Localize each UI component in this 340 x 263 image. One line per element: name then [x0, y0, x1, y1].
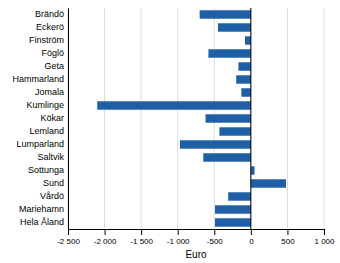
- grid-line: [141, 8, 142, 229]
- x-tick: -2 000: [94, 229, 117, 246]
- x-tick: -500: [207, 229, 224, 246]
- y-tick-label: Brändö: [35, 9, 64, 19]
- x-tick-label: -2 500: [57, 237, 80, 246]
- x-tick-label: -2 000: [94, 237, 117, 246]
- bar: [245, 36, 251, 44]
- x-tick-mark: [214, 229, 215, 235]
- y-tick: Sund: [43, 178, 64, 188]
- x-tick-mark: [141, 229, 142, 235]
- y-tick: Lumparland: [16, 139, 64, 149]
- x-tick: 1 000: [314, 229, 335, 246]
- grid-line: [324, 8, 325, 229]
- x-tick: 0: [249, 229, 254, 246]
- bar: [241, 88, 251, 96]
- bar: [200, 10, 251, 18]
- y-tick: Jomala: [35, 87, 64, 97]
- y-tick: Finström: [29, 35, 64, 45]
- grid: [68, 8, 324, 229]
- y-tick-label: Geta: [44, 61, 64, 71]
- y-tick: Hela Åland: [20, 217, 64, 227]
- bar: [215, 218, 251, 226]
- x-tick-mark: [68, 229, 69, 235]
- y-tick-label: Föglö: [41, 48, 64, 58]
- y-tick-label: Finström: [29, 35, 64, 45]
- chart: -2 500 -2 000 -1 500 -1 000 -500 0 500 1 000 Brä…: [0, 0, 340, 263]
- x-tick: -1 000: [167, 229, 190, 246]
- y-tick: Sottunga: [28, 165, 64, 175]
- bar: [215, 205, 251, 213]
- bar: [238, 62, 250, 70]
- grid-line: [287, 8, 288, 229]
- y-tick: Kumlinge: [26, 100, 64, 110]
- x-tick-mark: [324, 229, 325, 235]
- x-axis-line: [69, 230, 325, 236]
- y-tick-label: Kumlinge: [26, 100, 64, 110]
- x-axis: -2 500 -2 000 -1 500 -1 000 -500 0 500 1 000: [57, 229, 335, 246]
- x-tick-mark: [105, 229, 106, 235]
- x-tick-mark: [178, 229, 179, 235]
- x-tick-mark: [287, 229, 288, 235]
- y-tick-label: Sottunga: [28, 165, 64, 175]
- zero-line: [250, 8, 251, 229]
- bar: [203, 153, 251, 161]
- y-tick: Kökar: [40, 113, 64, 123]
- x-tick: -2 500: [57, 229, 80, 246]
- y-tick-label: Hammarland: [12, 74, 64, 84]
- y-tick: Lemland: [29, 126, 64, 136]
- y-tick: Föglö: [41, 48, 64, 58]
- bar: [97, 101, 251, 109]
- bar: [251, 179, 286, 187]
- y-tick-label: Jomala: [35, 87, 64, 97]
- y-tick-label: Mariehamn: [19, 204, 64, 214]
- y-tick: Vårdö: [40, 191, 64, 201]
- y-tick-label: Sund: [43, 178, 64, 188]
- y-tick: Brändö: [35, 9, 64, 19]
- bar: [208, 49, 250, 57]
- y-tick-label: Lumparland: [16, 139, 64, 149]
- y-tick: Mariehamn: [19, 204, 64, 214]
- bar: [206, 114, 251, 122]
- y-tick-label: Saltvik: [37, 152, 64, 162]
- x-tick-label: -500: [207, 237, 224, 246]
- y-axis: Brändö Eckerö Finström Föglö Geta Hammarland J…: [12, 9, 68, 230]
- grid-line: [68, 8, 69, 229]
- y-tick: Saltvik: [37, 152, 64, 162]
- bar: [251, 166, 255, 174]
- y-tick: Geta: [44, 61, 64, 71]
- x-tick-label: 0: [249, 237, 254, 246]
- x-tick-mark: [251, 229, 252, 235]
- y-tick: Hammarland: [12, 74, 64, 84]
- grid-line: [104, 8, 105, 229]
- grid-line: [177, 8, 178, 229]
- y-tick-label: Lemland: [29, 126, 64, 136]
- y-tick-label: Kökar: [40, 113, 64, 123]
- x-axis-title: Euro: [185, 249, 207, 260]
- bar: [219, 127, 250, 135]
- bars: [97, 8, 286, 229]
- x-tick-label: -1 500: [130, 237, 153, 246]
- bar: [180, 140, 251, 148]
- x-tick-label: 1 000: [314, 237, 335, 246]
- y-tick: Eckerö: [36, 22, 64, 32]
- x-tick-label: 500: [281, 237, 295, 246]
- y-axis-line: [68, 9, 69, 230]
- grid-line: [250, 8, 251, 229]
- x-tick: 500: [281, 229, 295, 246]
- bar: [228, 192, 251, 200]
- y-tick-label: Hela Åland: [20, 217, 64, 227]
- bar: [236, 75, 251, 83]
- x-tick: -1 500: [130, 229, 153, 246]
- y-tick-label: Vårdö: [40, 191, 64, 201]
- y-tick-label: Eckerö: [36, 22, 64, 32]
- plot: -2 500 -2 000 -1 500 -1 000 -500 0 500 1 000 Brä…: [12, 8, 335, 246]
- x-tick-label: -1 000: [167, 237, 190, 246]
- bar: [218, 23, 251, 31]
